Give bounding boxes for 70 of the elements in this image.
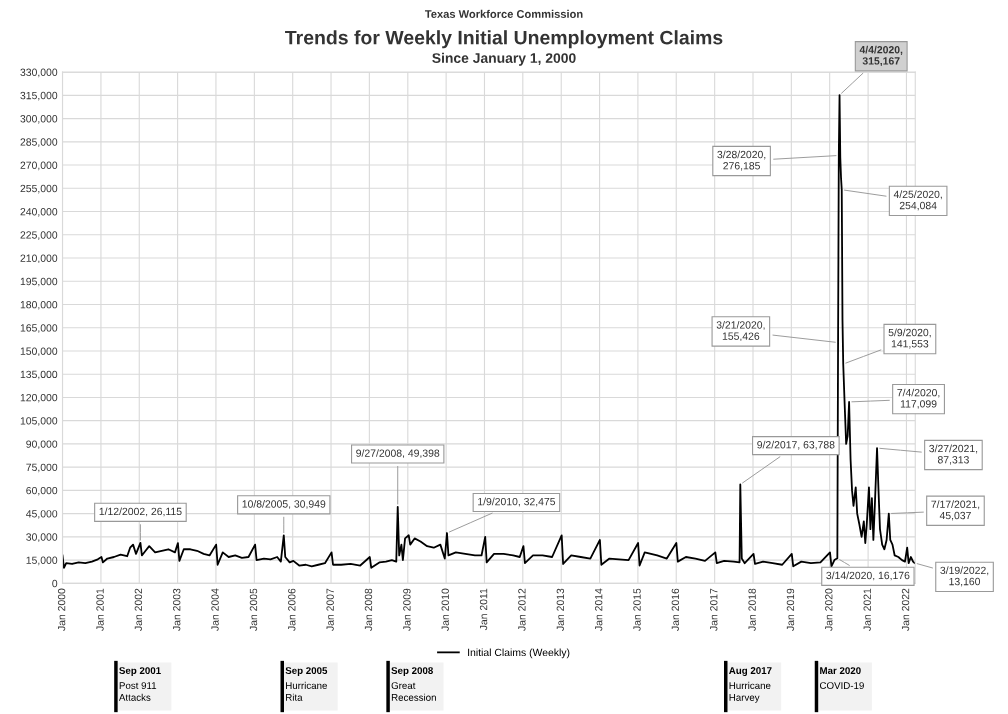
x-tick-label: Jan 2009 — [403, 588, 411, 631]
x-tick-label: Jan 2013 — [556, 588, 565, 631]
y-tick-label: 255,000 — [20, 184, 58, 194]
text: Aug 2017 Hurricane Harvey — [729, 667, 772, 703]
x-tick-label: Jan 2022 — [901, 588, 910, 631]
annotation: 1/9/2010, 32,475 — [478, 497, 556, 507]
y-tick-label: 270,000 — [20, 161, 58, 171]
chart-title: Trends for Weekly Initial Unemployment Claims — [285, 30, 723, 49]
y-tick-label: 195,000 — [20, 277, 58, 287]
annotation: 1/12/2002, 26,115 — [99, 507, 182, 517]
text: Sep 2001 Post 911 Attacks — [118, 667, 161, 701]
y-tick-label: 330,000 — [20, 68, 58, 78]
y-tick-label: 135,000 — [20, 370, 58, 380]
x-tick-label: Jan 2006 — [288, 588, 296, 631]
y-tick-label: 240,000 — [20, 208, 58, 217]
x-tick-label: Jan 2017 — [710, 588, 718, 631]
x-tick-label: Jan 2018 — [748, 588, 756, 631]
x-tick-label: Jan 2014 — [594, 588, 603, 631]
y-tick-label: 150,000 — [20, 347, 58, 357]
y-tick-label: 90,000 — [26, 440, 58, 450]
annotation: 3/21/2020, 155,426 — [716, 320, 765, 342]
y-tick-label: 60,000 — [26, 486, 58, 496]
x-tick-label: Jan 2010 — [441, 588, 449, 631]
y-tick-label: 45,000 — [26, 510, 58, 519]
x-tick-label: Jan 2019 — [786, 588, 795, 631]
annotation: 3/19/2022, 13,160 — [940, 566, 989, 587]
y-tick-label: 120,000 — [20, 393, 58, 403]
y-tick-label: 285,000 — [20, 138, 58, 147]
annotation: 4/25/2020, 254,084 — [893, 190, 942, 211]
annotation: 10/8/2005, 30,949 — [242, 499, 326, 509]
x-tick-label: Jan 2015 — [633, 588, 641, 631]
y-tick-label: 225,000 — [20, 231, 58, 240]
annotation: 7/4/2020, 117,099 — [897, 388, 940, 409]
y-tick-label: 180,000 — [20, 300, 58, 310]
annotation: 3/28/2020, 276,185 — [717, 150, 766, 171]
text: Sep 2008 Great Recession — [391, 667, 436, 701]
x-tick-label: Jan 2003 — [173, 588, 181, 631]
y-tick-label: 300,000 — [20, 115, 58, 124]
annotation: 9/2/2017, 63,788 — [757, 440, 835, 450]
x-tick-label: Jan 2016 — [671, 588, 680, 631]
x-tick-label: Jan 2004 — [211, 588, 219, 631]
annotation: 9/27/2008, 49,398 — [356, 449, 440, 459]
x-tick-label: Jan 2008 — [364, 588, 373, 631]
text: Sep 2005 Hurricane Rita — [285, 667, 328, 701]
annotation: 3/27/2021, 87,313 — [929, 444, 978, 465]
y-tick-label: 0 — [52, 579, 58, 588]
annotation: 7/17/2021, 45,037 — [931, 500, 980, 521]
x-tick-label: Jan 2005 — [249, 588, 258, 631]
y-tick-label: 165,000 — [20, 324, 58, 333]
y-tick-label: 15,000 — [26, 556, 58, 566]
annotation: 3/14/2020, 16,176 — [826, 571, 910, 581]
y-tick-label: 315,000 — [20, 91, 58, 101]
x-tick-label: Jan 2002 — [134, 588, 143, 631]
text: Mar 2020 COVID-19 — [820, 667, 864, 690]
y-tick-label: 30,000 — [26, 533, 58, 542]
x-tick-label: Jan 2000 — [57, 588, 66, 631]
y-tick-label: 210,000 — [20, 254, 58, 264]
chart-subtitle: Since January 1, 2000 — [432, 52, 576, 66]
y-tick-label: 105,000 — [20, 417, 58, 426]
x-tick-label: Jan 2021 — [863, 588, 871, 631]
text: Texas Workforce Commission — [424, 9, 583, 18]
y-tick-label: 75,000 — [26, 463, 58, 473]
x-tick-label: Jan 2020 — [825, 588, 833, 631]
annotation: 5/9/2020, 141,553 — [888, 328, 931, 349]
x-tick-label: Jan 2012 — [518, 588, 526, 631]
x-tick-label: Jan 2007 — [326, 588, 334, 631]
annotation: 4/4/2020, 315,167 — [859, 45, 903, 67]
legend-label: Initial Claims (Weekly) — [468, 648, 570, 659]
x-tick-label: Jan 2011 — [479, 588, 488, 631]
x-tick-label: Jan 2001 — [96, 588, 104, 631]
